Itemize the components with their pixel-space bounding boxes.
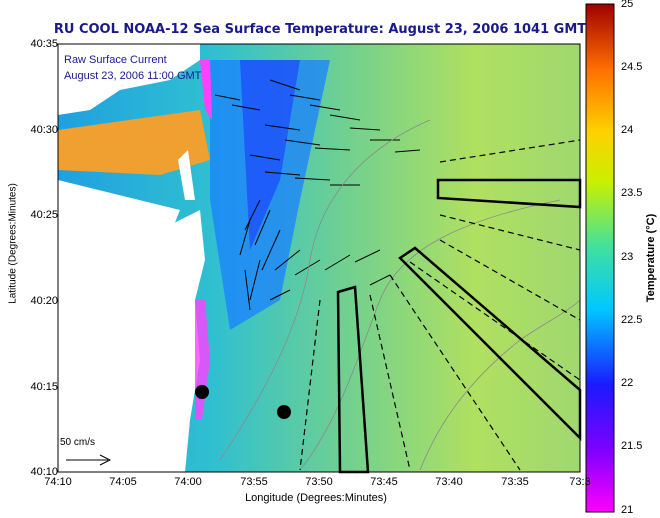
land-north bbox=[58, 44, 200, 115]
x-tick-5: 73:45 bbox=[370, 476, 398, 488]
x-tick-7: 73:35 bbox=[501, 476, 529, 488]
colorbar-tick-4: 23 bbox=[621, 251, 634, 263]
colorbar-tick-3: 23.5 bbox=[621, 187, 643, 199]
warm-bay-water bbox=[58, 110, 210, 175]
x-tick-3: 73:55 bbox=[240, 476, 268, 488]
station-marker-2 bbox=[277, 405, 291, 419]
colorbar-tick-0: 25 bbox=[621, 0, 634, 10]
x-tick-6: 73:40 bbox=[435, 476, 463, 488]
land-new-jersey bbox=[58, 210, 205, 472]
colorbar-tick-2: 24 bbox=[621, 124, 634, 136]
x-tick-1: 74:05 bbox=[109, 476, 137, 488]
y-tick-1: 40:30 bbox=[30, 124, 58, 136]
y-axis-label: Latitude (Degrees:Minutes) bbox=[7, 183, 19, 304]
x-axis-label: Longitude (Degrees:Minutes) bbox=[245, 492, 387, 504]
colorbar-tick-7: 21.5 bbox=[621, 440, 643, 452]
y-tick-5: 40:10 bbox=[30, 466, 58, 478]
land-shore bbox=[58, 180, 180, 255]
colorbar-tick-5: 22.5 bbox=[621, 314, 643, 326]
colorbar-tick-1: 24.5 bbox=[621, 61, 643, 73]
station-marker-1 bbox=[195, 385, 209, 399]
map-frame-border bbox=[57, 43, 581, 473]
colorbar-tick-8: 21 bbox=[621, 504, 634, 516]
radial-dashed-lines bbox=[299, 139, 581, 471]
x-tick-8: 73:3 bbox=[569, 476, 591, 488]
colorbar bbox=[585, 3, 615, 513]
y-tick-4: 40:15 bbox=[30, 381, 58, 393]
y-tick-3: 40:20 bbox=[30, 295, 58, 307]
y-tick-2: 40:25 bbox=[30, 209, 58, 221]
legend-line-1: Raw Surface Current bbox=[64, 54, 167, 66]
shore-fringe-north bbox=[200, 60, 212, 120]
x-tick-0: 74:10 bbox=[44, 476, 72, 488]
colorbar-label: Temperature (°C) bbox=[645, 213, 657, 303]
x-tick-4: 73:50 bbox=[305, 476, 333, 488]
chart-title: RU COOL NOAA-12 Sea Surface Temperature:… bbox=[53, 22, 587, 37]
sandy-hook bbox=[178, 150, 195, 200]
cold-core-region bbox=[240, 60, 300, 250]
current-vectors bbox=[214, 79, 421, 311]
y-tick-0: 40:35 bbox=[30, 38, 58, 50]
scale-label: 50 cm/s bbox=[60, 437, 96, 448]
current-legend: Raw Surface Current August 23, 2006 11:0… bbox=[64, 52, 201, 84]
scale-arrow-head bbox=[99, 454, 112, 466]
x-tick-2: 74:00 bbox=[174, 476, 202, 488]
legend-line-2: August 23, 2006 11:00 GMT bbox=[64, 70, 202, 82]
colorbar-tick-6: 22 bbox=[621, 377, 634, 389]
